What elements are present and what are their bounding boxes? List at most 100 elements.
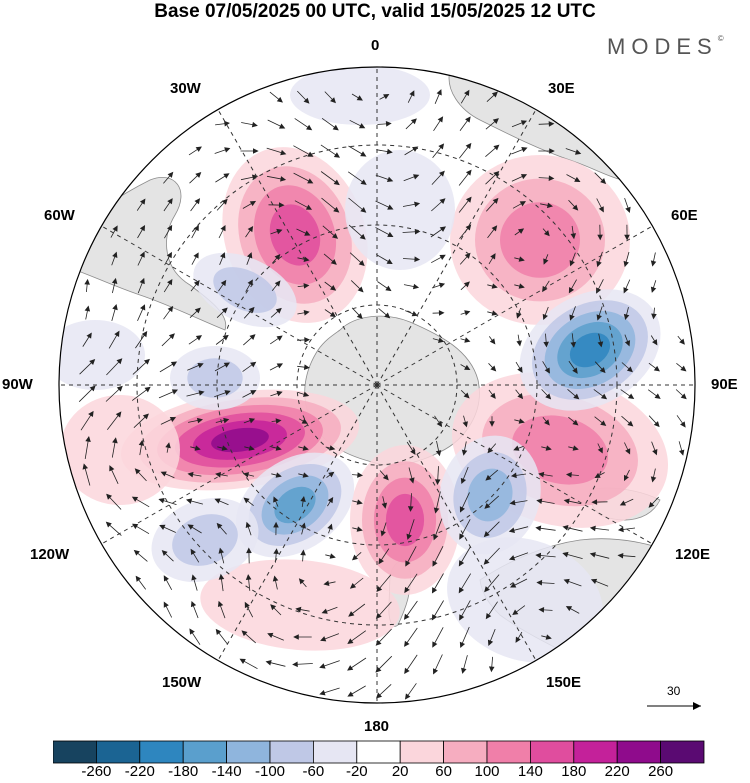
wind-vector-head: [138, 439, 145, 446]
map-title: Base 07/05/2025 00 UTC, valid 15/05/2025…: [154, 1, 596, 22]
wind-vector-head: [569, 314, 575, 321]
wind-vector-head: [650, 476, 657, 483]
wind-vector-head: [493, 171, 500, 177]
wind-vector-head: [545, 393, 552, 400]
wind-vector-head: [653, 421, 660, 428]
wind-vector-head: [359, 233, 366, 240]
colorbar-swatch: [312, 740, 358, 764]
wind-vector-head: [490, 365, 497, 372]
wind-vector-head: [414, 201, 421, 208]
wind-vector-head: [570, 341, 577, 348]
wind-vector-head: [198, 390, 205, 396]
lon-label-180: 180: [364, 718, 390, 735]
polar-map: [58, 66, 696, 704]
wind-vector-head: [573, 393, 580, 400]
wind-vector-head: [491, 91, 498, 98]
wind-vector-head: [250, 361, 257, 368]
colorbar-tick-label: -100: [254, 763, 286, 780]
wind-vector-head: [305, 204, 313, 210]
wind-vector-head: [439, 198, 446, 205]
wind-vector-head: [462, 421, 468, 428]
colorbar-swatch: [356, 740, 401, 764]
meridian-line: [376, 219, 664, 386]
wind-vector-head: [465, 196, 472, 203]
colorbar-tick-label: -180: [168, 763, 199, 780]
wind-vector-head: [439, 226, 447, 232]
wind-vector-head: [303, 391, 310, 397]
wind-vector-head: [517, 228, 525, 234]
wind-vector-head: [276, 335, 283, 341]
wind-vector-head: [626, 366, 633, 373]
wind-vector-head: [679, 338, 685, 345]
wind-vector-head: [248, 445, 255, 451]
lon-label-120e: 120E: [675, 546, 711, 563]
wind-vector-head: [619, 500, 626, 506]
wind-vector-head: [381, 502, 388, 509]
colorbar: [53, 740, 705, 764]
wind-vector-head: [568, 287, 575, 294]
wind-vector-head: [242, 472, 250, 478]
wind-vector-head: [436, 89, 442, 96]
wind-vector-head: [194, 307, 201, 314]
wind-vector-head: [330, 97, 336, 104]
wind-vector-head: [221, 307, 228, 314]
wind-vector-head: [600, 393, 608, 400]
wind-vector-head: [465, 116, 471, 123]
wind-vector-head: [563, 578, 570, 585]
wind-vector-head: [276, 363, 283, 369]
wind-vector-head: [439, 254, 446, 260]
wind-vector-head: [278, 202, 285, 208]
wind-vector-head: [591, 499, 598, 505]
wind-vector-head: [214, 498, 221, 504]
wind-vector-head: [195, 146, 202, 152]
wind-vector-head: [111, 277, 118, 284]
wind-vector-head: [386, 148, 393, 155]
wind-vector-head: [330, 259, 337, 265]
wind-vector-head: [307, 151, 314, 157]
wind-vector-head: [433, 534, 439, 541]
wind-vector-head: [384, 312, 391, 319]
wind-vector-head: [333, 206, 340, 213]
wind-vector-head: [328, 471, 335, 478]
negative-anomaly-contour: [213, 267, 277, 313]
wind-vector-head: [356, 312, 363, 320]
wind-vector-head: [360, 179, 367, 185]
wind-vector-head: [194, 445, 201, 451]
wind-vector-head: [491, 310, 498, 316]
wind-vector-head: [112, 225, 118, 232]
wind-vector-head: [464, 364, 471, 371]
wind-vector-head: [410, 448, 416, 455]
wind-vector-head: [508, 527, 515, 533]
wind-vector-head: [509, 582, 517, 588]
wind-vector-head: [216, 522, 223, 529]
wind-vector-head: [348, 611, 355, 617]
colorbar-tick-label: 260: [648, 763, 674, 780]
wind-vector-head: [572, 367, 578, 374]
wind-vector-head: [170, 361, 178, 367]
wind-vector-head: [273, 521, 279, 528]
wind-vector-head: [570, 233, 577, 240]
wind-vector-head: [167, 171, 174, 178]
wind-vector-head: [461, 667, 467, 674]
wind-vector-head: [589, 525, 596, 532]
wind-vector-head: [293, 634, 299, 640]
wind-vector-head: [196, 417, 203, 424]
wind-vector-head: [403, 613, 410, 620]
wind-vector-head: [650, 260, 657, 267]
wind-vector-head: [112, 304, 118, 311]
wind-vector-head: [292, 661, 298, 668]
wind-vector-head: [347, 691, 354, 697]
wind-vector-head: [434, 479, 441, 486]
wind-vector-head: [243, 497, 250, 504]
wind-vector-head: [535, 525, 542, 532]
wind-vector-head: [166, 251, 172, 259]
wind-vector-head: [245, 521, 252, 529]
wind-vector-head: [300, 495, 306, 503]
wind-vector-head: [404, 693, 411, 700]
wind-vector-head: [321, 608, 328, 614]
wind-vector-head: [105, 521, 112, 528]
wind-vector-head: [307, 178, 314, 184]
wind-vector-head: [139, 198, 146, 205]
wind-vector-head: [276, 96, 283, 103]
wind-vector-head: [432, 641, 438, 648]
